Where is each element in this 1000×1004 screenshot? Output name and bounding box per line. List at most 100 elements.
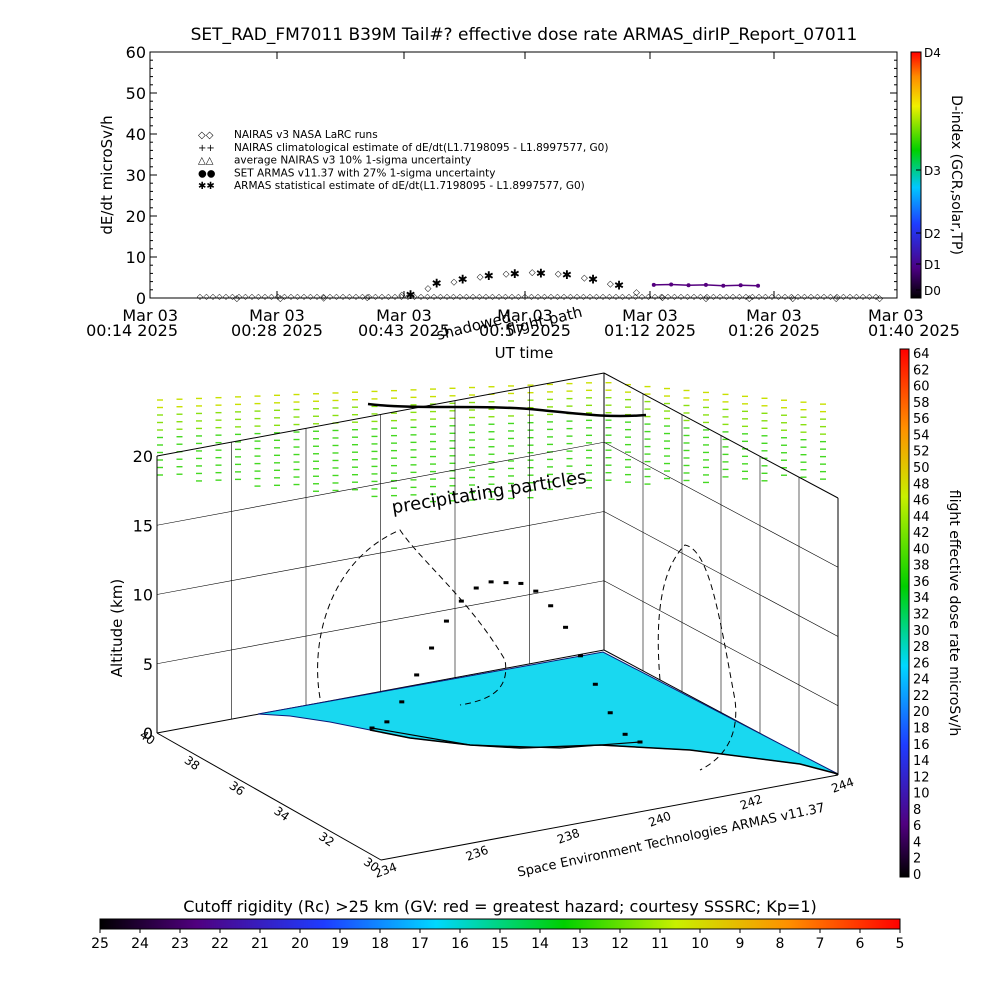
baseline-marker: ◇	[268, 292, 275, 301]
baseline-marker: ◇	[249, 292, 256, 301]
baseline-marker: ◇	[795, 292, 802, 301]
cutoff-tick: 18	[371, 936, 389, 952]
baseline-marker: ◇	[236, 292, 243, 301]
dose-tick: 32	[913, 608, 930, 623]
flight-point	[429, 646, 435, 650]
cutoff-tick: 12	[611, 936, 629, 952]
figure-title: SET_RAD_FM7011 B39M Tail#? effective dos…	[191, 25, 858, 45]
flight-point	[563, 625, 569, 629]
legend-symbol: △△	[198, 156, 214, 167]
flight-point	[488, 580, 494, 584]
cutoff-tick: 15	[491, 936, 509, 952]
nairas-point: ◇	[424, 284, 431, 294]
flight-point	[592, 682, 598, 686]
nairas-point: ◇	[477, 273, 484, 283]
cutoff-colorbar-ticks: 25 24 23 22 21 20 19 18 17 16 15 14 13 12 11 10 9 8 7 6 5	[91, 929, 904, 952]
nairas-point: ◇	[503, 269, 510, 279]
latitude-tick: 38	[182, 753, 203, 773]
dindex-tick: D2	[924, 227, 941, 241]
longitude-tick: 240	[647, 809, 673, 830]
armas-stat-point: ✱	[536, 267, 546, 281]
dose-tick: 46	[913, 494, 930, 509]
flight-point	[533, 589, 539, 593]
baseline-marker: ◇	[262, 292, 269, 301]
baseline-marker: ◇	[639, 292, 646, 301]
baseline-marker: ◇	[645, 292, 652, 301]
nairas-point: ◇	[789, 294, 796, 304]
baseline-marker: ◇	[801, 292, 808, 301]
top-x-tick-line2: 00:14 2025	[86, 321, 178, 340]
dose-tick: 44	[913, 510, 930, 525]
baseline-marker: ◇	[671, 292, 678, 301]
cutoff-tick: 22	[211, 936, 229, 952]
cutoff-rigidity-map	[257, 651, 839, 775]
baseline-marker: ◇	[762, 292, 769, 301]
dose-tick: 18	[913, 721, 930, 736]
baseline-marker: ◇	[743, 292, 750, 301]
dose-tick: 42	[913, 526, 930, 541]
dindex-tick: D3	[924, 164, 941, 178]
dose-colorbar-ticks: 6462605856545250484644424038363432302826…	[913, 347, 930, 883]
altitude-tick: 20	[133, 447, 153, 466]
top-y-tick-label: 10	[126, 248, 146, 267]
baseline-marker: ◇	[496, 292, 503, 301]
longitude-tick: 238	[555, 826, 581, 847]
dose-tick: 64	[913, 347, 930, 362]
baseline-marker: ◇	[704, 292, 711, 301]
baseline-marker: ◇	[216, 292, 223, 301]
baseline-marker: ◇	[405, 292, 412, 301]
flight-point	[577, 654, 583, 658]
baseline-marker: ◇	[210, 292, 217, 301]
baseline-marker: ◇	[450, 292, 457, 301]
nairas-point: ◇	[746, 294, 753, 304]
legend-entry: NAIRAS v3 NASA LaRC runs	[234, 129, 378, 141]
baseline-marker: ◇	[437, 292, 444, 301]
altitude-tick: 10	[133, 586, 153, 605]
baseline-marker: ◇	[431, 292, 438, 301]
top-y-axis: 0 10 20 30 40 50 60	[126, 43, 897, 308]
dose-tick: 34	[913, 591, 930, 606]
baseline-marker: ◇	[749, 292, 756, 301]
baseline-marker: ◇	[613, 292, 620, 301]
top-x-tick-line1: Mar 03	[622, 306, 678, 325]
dose-tick: 14	[913, 754, 930, 769]
baseline-marker: ◇	[873, 292, 880, 301]
dose-tick: 48	[913, 477, 930, 492]
baseline-marker: ◇	[229, 292, 236, 301]
legend-entry: average NAIRAS v3 10% 1-sigma uncertaint…	[234, 155, 471, 167]
dindex-tick: D1	[924, 258, 941, 272]
nairas-point: ◇	[277, 294, 284, 304]
baseline-marker: ◇	[710, 292, 717, 301]
flight-point	[384, 720, 390, 724]
cutoff-tick: 14	[531, 936, 549, 952]
armas-line	[653, 283, 759, 287]
baseline-marker: ◇	[366, 292, 373, 301]
dose-tick: 2	[913, 852, 921, 867]
baseline-marker: ◇	[554, 292, 561, 301]
baseline-marker: ◇	[340, 292, 347, 301]
baseline-marker: ◇	[834, 292, 841, 301]
dose-tick: 50	[913, 461, 930, 476]
dose-tick: 24	[913, 673, 930, 688]
baseline-marker: ◇	[561, 292, 568, 301]
baseline-marker: ◇	[626, 292, 633, 301]
dose-tick: 4	[913, 835, 921, 850]
baseline-marker: ◇	[470, 292, 477, 301]
baseline-marker: ◇	[691, 292, 698, 301]
nairas-point: ◇	[233, 294, 240, 304]
precipitating-particles-label: precipitating particles	[390, 467, 588, 519]
flight-point	[607, 711, 613, 715]
top-x-tick-line1: Mar 03	[376, 306, 432, 325]
baseline-marker: ◇	[314, 292, 321, 301]
longitude-tick: 236	[464, 843, 490, 864]
baseline-marker: ◇	[489, 292, 496, 301]
coastline	[369, 729, 839, 775]
cutoff-tick: 6	[856, 936, 865, 952]
armas-stat-point: ✱	[510, 267, 520, 281]
baseline-marker: ◇	[587, 292, 594, 301]
baseline-marker: ◇	[418, 292, 425, 301]
baseline-marker: ◇	[730, 292, 737, 301]
dose-colorbar-label: flight effective dose rate microSv/h	[946, 490, 962, 736]
nairas-point: ◇	[607, 280, 614, 290]
baseline-marker: ◇	[242, 292, 249, 301]
